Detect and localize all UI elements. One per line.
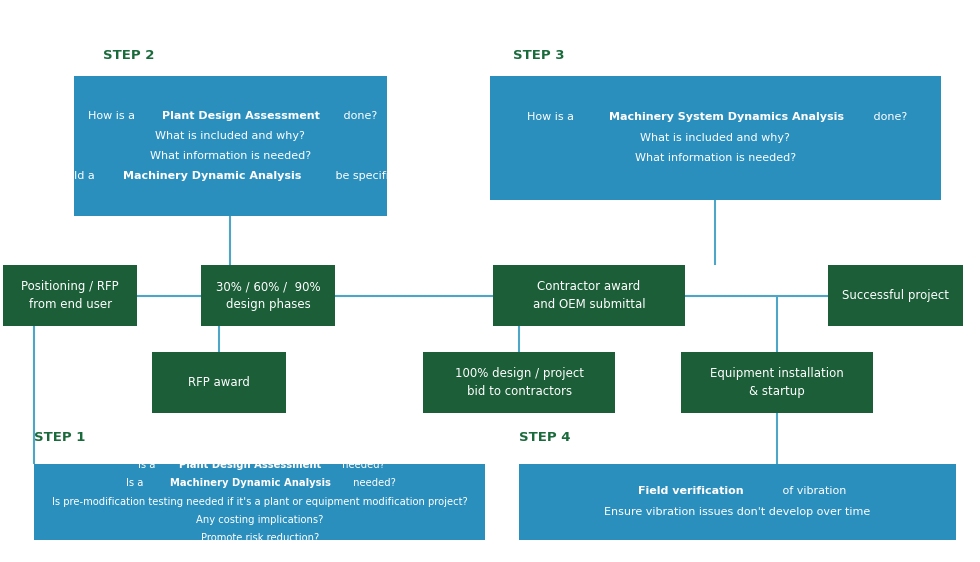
Text: done?: done?: [339, 111, 377, 121]
Text: Equipment installation
& startup: Equipment installation & startup: [710, 367, 844, 398]
Text: STEP 3: STEP 3: [513, 49, 564, 62]
FancyBboxPatch shape: [493, 265, 685, 326]
Text: STEP 1: STEP 1: [34, 431, 85, 444]
Text: How is a: How is a: [88, 111, 138, 121]
Text: Is a: Is a: [137, 460, 158, 470]
Text: Is a: Is a: [126, 478, 147, 488]
FancyBboxPatch shape: [34, 464, 485, 540]
Text: Field verification: Field verification: [638, 487, 744, 496]
Text: Ensure vibration issues don't develop over time: Ensure vibration issues don't develop ov…: [605, 507, 870, 516]
Text: STEP 2: STEP 2: [103, 49, 154, 62]
Text: What is included and why?: What is included and why?: [156, 131, 305, 141]
Text: 100% design / project
bid to contractors: 100% design / project bid to contractors: [455, 367, 584, 398]
Text: 30% / 60% /  90%
design phases: 30% / 60% / 90% design phases: [216, 280, 320, 311]
Text: How is a: How is a: [527, 112, 578, 123]
Text: Is pre-modification testing needed if it's a plant or equipment modification pro: Is pre-modification testing needed if it…: [52, 497, 467, 506]
Text: of vibration: of vibration: [778, 487, 846, 496]
Text: Successful project: Successful project: [842, 289, 950, 302]
Text: RFP award: RFP award: [188, 376, 250, 389]
FancyBboxPatch shape: [201, 265, 335, 326]
Text: STEP 4: STEP 4: [519, 431, 571, 444]
Text: done?: done?: [870, 112, 907, 123]
Text: be specified?: be specified?: [332, 171, 409, 182]
Text: Machinery System Dynamics Analysis: Machinery System Dynamics Analysis: [609, 112, 844, 123]
FancyBboxPatch shape: [681, 352, 873, 413]
FancyBboxPatch shape: [152, 352, 286, 413]
Text: Machinery Dynamic Analysis: Machinery Dynamic Analysis: [123, 171, 302, 182]
Text: Contractor award
and OEM submittal: Contractor award and OEM submittal: [533, 280, 645, 311]
Text: Plant Design Assessment: Plant Design Assessment: [162, 111, 320, 121]
Text: Should a: Should a: [46, 171, 98, 182]
FancyBboxPatch shape: [519, 464, 956, 540]
Text: needed?: needed?: [339, 460, 385, 470]
FancyBboxPatch shape: [3, 265, 137, 326]
FancyBboxPatch shape: [490, 76, 941, 200]
Text: Promote risk reduction?: Promote risk reduction?: [201, 533, 318, 543]
Text: Any costing implications?: Any costing implications?: [196, 515, 323, 525]
Text: needed?: needed?: [350, 478, 396, 488]
Text: Machinery Dynamic Analysis: Machinery Dynamic Analysis: [170, 478, 330, 488]
FancyBboxPatch shape: [828, 265, 963, 326]
Text: What information is needed?: What information is needed?: [635, 153, 796, 163]
Text: Positioning / RFP
from end user: Positioning / RFP from end user: [22, 280, 119, 311]
Text: Plant Design Assessment: Plant Design Assessment: [179, 460, 321, 470]
Text: What information is needed?: What information is needed?: [150, 151, 311, 161]
FancyBboxPatch shape: [423, 352, 615, 413]
FancyBboxPatch shape: [74, 76, 387, 216]
Text: What is included and why?: What is included and why?: [641, 133, 790, 143]
